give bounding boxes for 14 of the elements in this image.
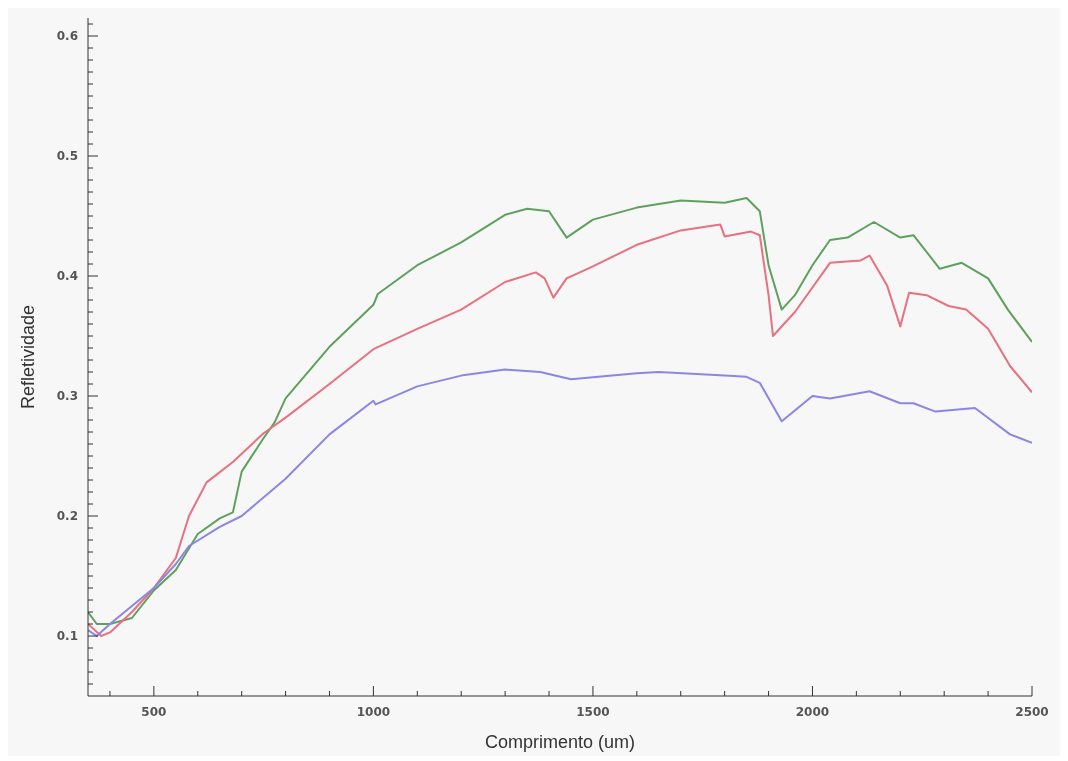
x-tick-label: 1500 [576, 705, 610, 719]
x-tick-label: 1000 [356, 705, 391, 719]
y-tick-label: 0.2 [56, 509, 78, 523]
x-tick-label: 2000 [795, 705, 830, 719]
x-tick-label: 2500 [1015, 705, 1049, 719]
line-series [88, 368, 1032, 637]
y-tick-label: 0.1 [56, 629, 78, 643]
y-tick-label: 0.4 [56, 269, 78, 283]
y-tick-label: 0.5 [56, 149, 78, 163]
y-axis-title: Refletividade [18, 304, 39, 410]
x-axis-title: Comprimento (um) [484, 732, 636, 752]
x-tick-label: 500 [141, 705, 167, 719]
y-tick-label: 0.3 [56, 389, 78, 403]
y-tick-label: 0.6 [56, 29, 78, 43]
